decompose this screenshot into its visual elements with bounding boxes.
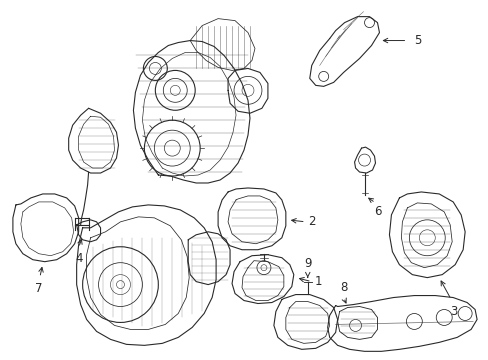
Text: 8: 8 [339,280,346,293]
Text: 3: 3 [449,305,457,318]
Text: 2: 2 [307,215,315,228]
Text: 9: 9 [304,257,311,270]
Text: 7: 7 [35,282,42,294]
Text: 4: 4 [75,252,82,265]
Text: 1: 1 [314,275,322,288]
Text: 6: 6 [373,205,381,218]
Text: 5: 5 [413,34,421,47]
